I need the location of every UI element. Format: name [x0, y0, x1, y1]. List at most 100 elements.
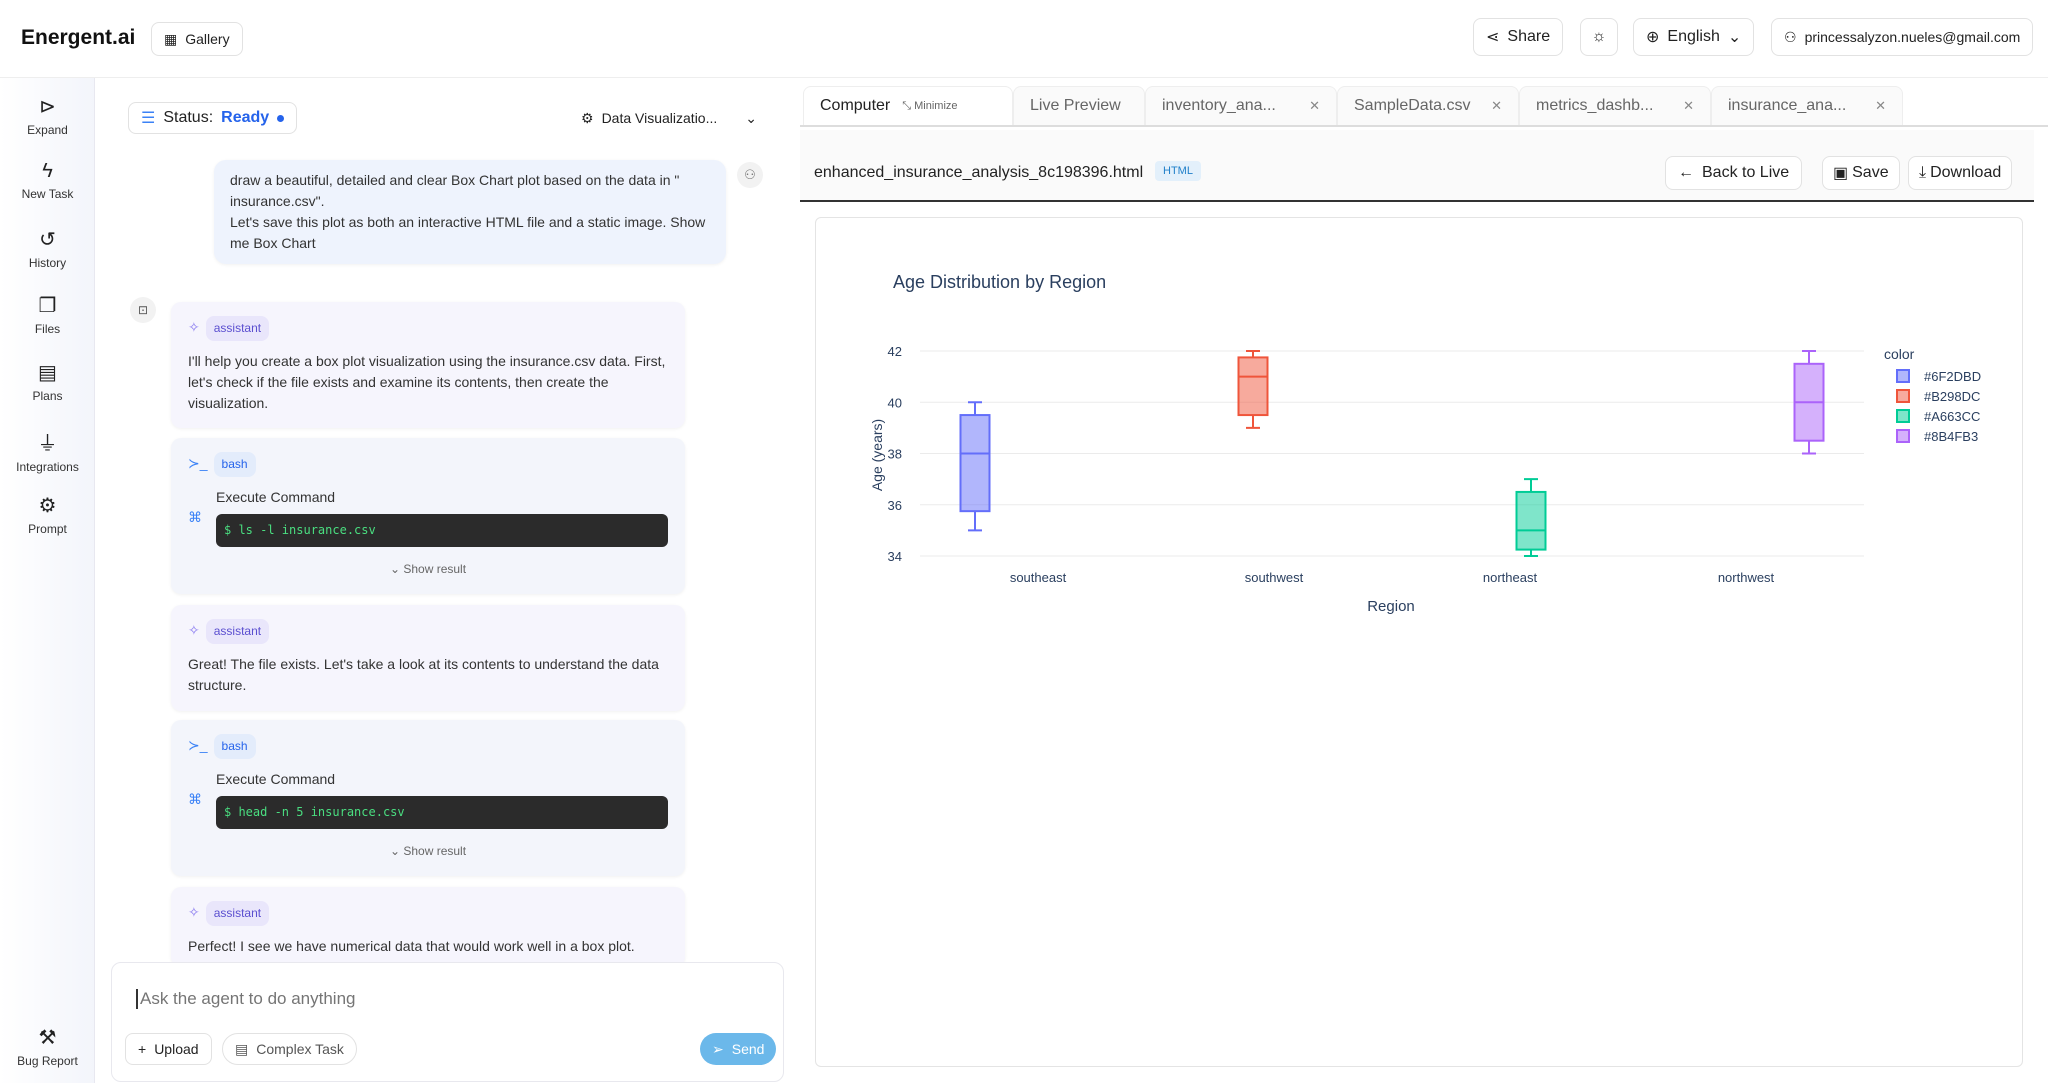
close-icon[interactable]: ✕	[1491, 98, 1502, 113]
download-label: Download	[1930, 164, 2002, 181]
x-axis-label: Region	[1367, 598, 1415, 615]
tab-computer[interactable]: Computer ⤡ Minimize	[803, 86, 1013, 125]
save-label: Save	[1852, 164, 1889, 181]
y-tick-label: 42	[888, 344, 902, 359]
clipboard-icon: ▤	[38, 362, 57, 384]
show-result-button[interactable]: ⌄ Show result	[188, 559, 668, 580]
user-message: draw a beautiful, detailed and clear Box…	[214, 160, 726, 264]
share-button[interactable]: ⋖ Share	[1473, 18, 1564, 56]
chart-card	[815, 217, 2023, 1067]
assistant-message: ✧ assistant I'll help you create a box pl…	[171, 302, 685, 428]
upload-button[interactable]: + Upload	[125, 1033, 212, 1065]
sidebar-label: Expand	[27, 123, 68, 137]
box-southeast	[959, 414, 991, 513]
command-code: $ ls -l insurance.csv	[216, 514, 668, 547]
sidebar-label: Plans	[32, 389, 63, 403]
gear-icon: ⚙	[38, 495, 57, 517]
sidebar-item-history[interactable]: ↺ History	[0, 227, 95, 270]
role-badge: bash	[213, 452, 256, 477]
tab-label: Computer	[820, 97, 891, 114]
history-icon: ↺	[39, 229, 56, 251]
back-to-live-button[interactable]: ← Back to Live	[1665, 156, 1803, 190]
tabs-divider	[800, 125, 2048, 127]
tab-label: SampleData.csv	[1354, 97, 1471, 114]
user-menu[interactable]: ⚇ princessalyzon.nueles@gmail.com	[1771, 18, 2034, 56]
arrow-left-icon: ←	[1678, 164, 1694, 181]
legend-item: #6F2DBD	[1924, 369, 1981, 384]
show-result-button[interactable]: ⌄ Show result	[188, 841, 668, 862]
sidebar-item-plans[interactable]: ▤ Plans	[0, 360, 95, 403]
sparkle-icon: ✧	[188, 904, 200, 920]
complex-task-button[interactable]: ▤ Complex Task	[222, 1033, 357, 1065]
sidebar-item-files[interactable]: ❐ Files	[0, 293, 95, 336]
save-button[interactable]: ▣ Save	[1822, 156, 1900, 190]
bash-message: ≻_ bash ⌘ Execute Command $ ls -l insurance…	[171, 438, 685, 594]
legend-item: #A663CC	[1924, 409, 1980, 424]
close-icon[interactable]: ✕	[1309, 98, 1320, 113]
sidebar-label: History	[28, 256, 67, 270]
user-icon: ⚇	[1784, 28, 1797, 45]
sidebar-label: Prompt	[28, 522, 67, 536]
close-icon[interactable]: ✕	[1875, 98, 1886, 113]
x-tick-label: southeast	[1010, 570, 1067, 585]
bug-report-button[interactable]: ⚒ Bug Report	[0, 1025, 95, 1068]
x-tick-label: northeast	[1483, 570, 1538, 585]
user-email: princessalyzon.nueles@gmail.com	[1804, 29, 2021, 45]
user-message-line: Let's save this plot as both an interact…	[230, 214, 706, 251]
theme-toggle[interactable]: ☼	[1580, 18, 1618, 56]
command-icon: ⌘	[188, 791, 202, 807]
gear-icon: ⚙	[581, 109, 594, 126]
tab-label: insurance_ana...	[1728, 97, 1847, 114]
close-icon[interactable]: ✕	[1683, 98, 1694, 113]
clipboard-icon: ▤	[235, 1040, 249, 1057]
chevron-down-icon: ⌄	[745, 109, 757, 126]
send-button[interactable]: ➢ Send	[700, 1033, 777, 1065]
tab-inventory[interactable]: inventory_ana... ✕	[1145, 86, 1337, 125]
legend-title: color	[1884, 346, 1915, 362]
sidebar-item-new-task[interactable]: ϟ New Task	[0, 160, 95, 201]
gallery-button[interactable]: ▦ Gallery	[151, 22, 243, 56]
sidebar-label: Integrations	[16, 460, 79, 474]
bot-avatar-icon: ⊡	[130, 297, 156, 323]
command-title: Execute Command	[216, 489, 336, 505]
status-value: Ready	[221, 109, 270, 126]
bolt-icon: ϟ	[42, 160, 53, 182]
mode-select[interactable]: ⚙ Data Visualizatio... ⌄	[569, 102, 769, 134]
y-axis-label: Age (years)	[869, 419, 885, 491]
user-message-line: draw a beautiful, detailed and clear Box…	[230, 172, 680, 209]
download-button[interactable]: ⤓ Download	[1908, 156, 2013, 190]
show-result-label: Show result	[403, 562, 467, 576]
tab-insurance[interactable]: insurance_ana... ✕	[1711, 86, 1903, 125]
plus-icon: +	[138, 1041, 147, 1057]
message-text: Great! The file exists. Let's take a loo…	[188, 656, 659, 693]
role-badge: assistant	[205, 316, 270, 341]
upload-label: Upload	[154, 1041, 199, 1057]
language-select[interactable]: ⊕ English ⌄	[1633, 18, 1755, 56]
gallery-label: Gallery	[185, 31, 230, 47]
sidebar-item-integrations[interactable]: ⏚ Integrations	[0, 427, 95, 474]
chevron-down-icon: ⌄	[389, 844, 404, 858]
status-dot-icon	[277, 114, 285, 122]
tab-metrics[interactable]: metrics_dashb... ✕	[1519, 86, 1711, 125]
command-code: $ head -n 5 insurance.csv	[216, 796, 668, 829]
chat-input[interactable]	[136, 989, 736, 1009]
legend-item: #B298DC	[1924, 389, 1980, 404]
expand-icon: ⊳	[39, 96, 56, 118]
message-text: I'll help you create a box plot visualiz…	[188, 353, 666, 411]
tab-sampledata[interactable]: SampleData.csv ✕	[1337, 86, 1519, 125]
sidebar-item-expand[interactable]: ⊳ Expand	[0, 94, 95, 137]
minimize-button[interactable]: ⤡ Minimize	[902, 99, 958, 112]
grid-icon: ▦	[164, 30, 178, 47]
assistant-message: ✧ assistant Perfect! I see we have numeri…	[171, 887, 685, 967]
tab-live-preview[interactable]: Live Preview	[1013, 86, 1145, 125]
legend-swatch	[1896, 389, 1910, 403]
chevron-down-icon: ⌄	[1727, 29, 1742, 46]
x-tick-label: northwest	[1718, 570, 1775, 585]
x-tick-label: southwest	[1245, 570, 1304, 585]
message-text: Perfect! I see we have numerical data th…	[188, 938, 635, 954]
role-badge: assistant	[205, 619, 270, 644]
legend-item: #8B4FB3	[1924, 429, 1978, 444]
sidebar-item-prompt[interactable]: ⚙ Prompt	[0, 493, 95, 536]
logo: Energent.ai	[21, 26, 136, 49]
